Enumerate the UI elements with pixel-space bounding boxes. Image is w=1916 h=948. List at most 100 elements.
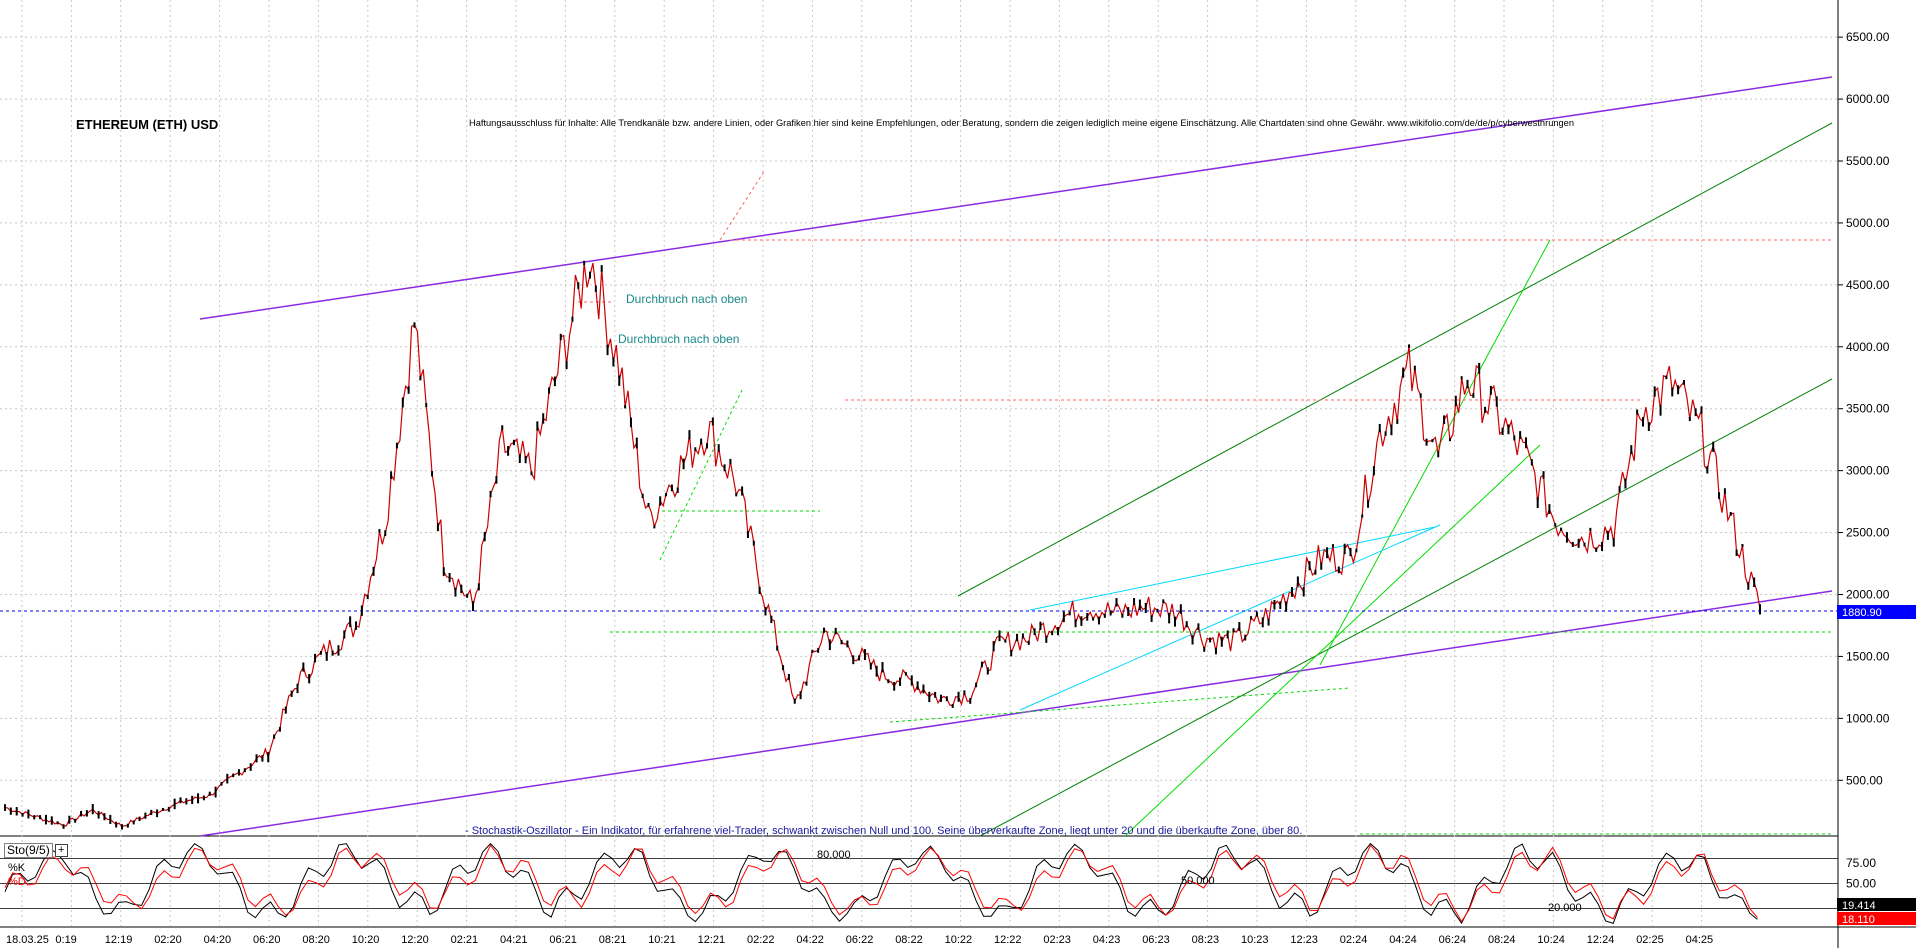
x-tick-label: 12:21 — [698, 934, 726, 946]
price-candle — [553, 376, 556, 387]
y-tick-label: 5500.00 — [1846, 154, 1890, 168]
price-candle — [694, 447, 697, 452]
x-tick-label: 02:22 — [747, 934, 775, 946]
x-tick-label: 04:20 — [204, 934, 232, 946]
price-candle — [9, 807, 12, 815]
price-candle — [1378, 423, 1381, 433]
price-candle — [1197, 623, 1200, 631]
price-candle — [401, 397, 404, 408]
price-candle — [1723, 488, 1726, 495]
y-tick-label: 6000.00 — [1846, 92, 1890, 106]
x-tick-label: 08:21 — [599, 934, 627, 946]
x-tick-label: 06:20 — [253, 934, 281, 946]
price-candle — [44, 814, 47, 825]
y-tick-label: 2500.00 — [1846, 526, 1890, 540]
price-candle — [1577, 538, 1580, 548]
price-candle — [1653, 386, 1656, 397]
trend-green-2 — [979, 378, 1833, 837]
price-candle — [197, 793, 200, 804]
price-candle — [50, 816, 53, 825]
price-candle — [460, 584, 463, 594]
price-candle — [565, 361, 568, 370]
price-candle — [1753, 577, 1756, 587]
price-candle — [594, 285, 597, 292]
price-candle — [1337, 566, 1340, 574]
price-candle — [1630, 445, 1633, 455]
indicator-name[interactable]: Sto(9/5) — [4, 843, 53, 858]
price-candle — [1361, 514, 1364, 518]
level-low-label: 20.000 — [1548, 902, 1582, 914]
price-candle — [1068, 611, 1071, 616]
price-candle — [243, 768, 246, 773]
price-candle — [512, 439, 515, 446]
price-candle — [21, 812, 24, 817]
price-candle — [121, 824, 123, 830]
price-candle — [1589, 527, 1592, 531]
price-candle — [670, 484, 673, 492]
price-candle — [1554, 523, 1557, 527]
price-candle — [74, 818, 77, 823]
price-candle — [764, 607, 767, 616]
price-candle — [1209, 637, 1212, 643]
price-candle — [992, 641, 995, 652]
price-candle — [1226, 630, 1229, 639]
expand-icon[interactable]: + — [54, 844, 68, 857]
price-candle — [834, 627, 837, 635]
price-candle — [1565, 532, 1568, 543]
price-candle — [395, 442, 398, 449]
x-tick-label: 08:23 — [1192, 934, 1220, 946]
price-candle — [1431, 439, 1434, 443]
chart-title: ETHEREUM (ETH) USD — [76, 117, 218, 132]
price-candle — [653, 525, 656, 529]
price-candle — [1016, 633, 1019, 642]
price-candle — [1062, 611, 1065, 623]
price-candle — [922, 684, 925, 694]
price-axis: 500.00 1000.00 1500.00 2000.00 2500.00 3000.0… — [1838, 30, 1890, 787]
trend-dotted-1 — [659, 389, 743, 561]
level-mid-label: 50.000 — [1181, 875, 1215, 887]
price-candle — [1349, 547, 1352, 557]
price-candle — [15, 807, 18, 816]
price-candle — [1191, 635, 1194, 645]
price-candle — [1097, 616, 1100, 625]
x-tick-label: 04:23 — [1093, 934, 1121, 946]
price-candle — [1109, 610, 1112, 616]
price-candle — [1454, 395, 1457, 406]
price-candle — [571, 316, 574, 322]
trend-green-1 — [957, 122, 1833, 597]
y-tick-label: 5000.00 — [1846, 216, 1890, 230]
price-candle — [1150, 615, 1153, 622]
price-candle — [1162, 599, 1165, 604]
price-candle — [1033, 628, 1036, 636]
price-candle — [1133, 598, 1136, 605]
price-candle — [314, 653, 317, 663]
price-candle — [1250, 616, 1253, 620]
price-candle — [688, 430, 691, 440]
price-candle — [746, 531, 749, 538]
breakout-annotation-2: Durchbruch nach oben — [618, 332, 739, 346]
price-candle — [963, 690, 966, 696]
price-candle — [302, 662, 305, 672]
price-candle — [1647, 422, 1650, 432]
price-candle — [904, 672, 907, 676]
current-price-badge — [1837, 605, 1916, 619]
price-candle — [998, 630, 1001, 642]
osc-y-tick-label: 50.00 — [1846, 877, 1876, 891]
price-candle — [85, 810, 88, 817]
price-candle — [559, 333, 562, 341]
price-candle — [858, 655, 861, 661]
price-candle — [4, 804, 6, 811]
x-tick-label: 04:25 — [1686, 934, 1714, 946]
price-candle — [524, 455, 527, 464]
price-candle — [957, 691, 960, 702]
price-candle — [980, 661, 983, 668]
price-candle — [1536, 497, 1539, 509]
price-candle — [711, 417, 714, 426]
price-candle — [846, 640, 849, 648]
price-candle — [1694, 408, 1697, 417]
y-tick-label: 1500.00 — [1846, 649, 1890, 663]
price-candle — [290, 690, 293, 697]
y-tick-label: 2000.00 — [1846, 587, 1890, 601]
price-candle — [589, 271, 591, 279]
price-candle — [1045, 635, 1048, 643]
